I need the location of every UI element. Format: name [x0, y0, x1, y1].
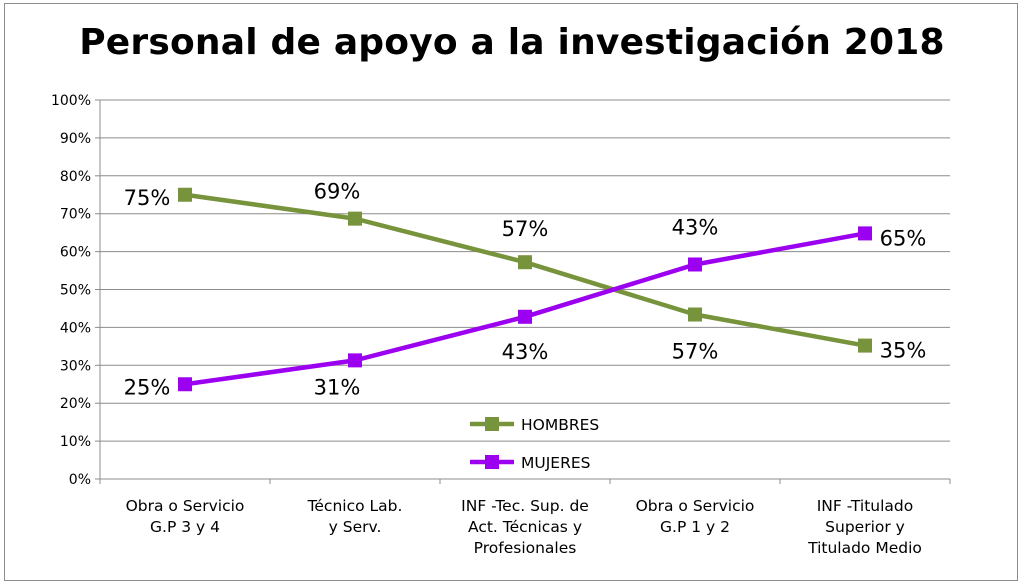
legend: HOMBRES MUJERES: [470, 416, 599, 472]
legend-label: HOMBRES: [521, 416, 599, 434]
data-point-mujeres: [518, 309, 532, 324]
x-tick-label: INF -Titulado Superior y Titulado Medio: [807, 497, 922, 557]
data-label-mujeres: 65%: [880, 226, 927, 250]
x-tick-label-line: Obra o Servicio: [636, 497, 755, 515]
data-point-mujeres: [858, 226, 872, 241]
x-tick-label-line: y Serv.: [329, 518, 382, 536]
data-point-mujeres: [348, 353, 362, 368]
x-tick-label-line: Obra o Servicio: [126, 497, 245, 515]
y-tick-label: 50%: [60, 283, 91, 299]
x-tick-label-line: Profesionales: [474, 539, 577, 557]
data-point-mujeres: [178, 377, 192, 392]
y-tick-label: 40%: [60, 320, 91, 336]
x-tick-label-line: INF -Titulado: [817, 497, 914, 515]
x-tick-label-line: INF -Tec. Sup. de: [461, 497, 589, 515]
y-tick-label: 20%: [60, 396, 91, 412]
y-tick-label: 100%: [51, 93, 91, 109]
data-point-hombres: [178, 187, 192, 202]
x-tick-label: Obra o Servicio G.P 1 y 2: [636, 497, 755, 536]
series-lines: [178, 187, 872, 392]
data-label-mujeres: 43%: [672, 215, 719, 239]
data-label-mujeres: 31%: [314, 375, 361, 399]
data-point-hombres: [858, 338, 872, 353]
y-tick-label: 90%: [60, 131, 91, 147]
x-tick-label-line: Técnico Lab.: [307, 497, 403, 515]
x-tick-label-line: G.P 1 y 2: [660, 518, 730, 536]
y-tick-label: 30%: [60, 358, 91, 374]
data-point-hombres: [348, 211, 362, 226]
grid-lines: [100, 99, 950, 480]
chart-frame: [4, 3, 1018, 581]
data-label-hombres: 57%: [502, 217, 549, 241]
y-tick-label: 0%: [69, 472, 91, 488]
data-point-mujeres: [688, 257, 702, 272]
data-label-mujeres: 43%: [502, 340, 549, 364]
legend-label: MUJERES: [521, 454, 591, 472]
x-tick-label-line: Act. Técnicas y: [468, 518, 582, 536]
data-point-hombres: [688, 307, 702, 322]
data-point-hombres: [518, 255, 532, 270]
x-tick-label: Obra o Servicio G.P 3 y 4: [126, 497, 245, 536]
data-label-mujeres: 25%: [124, 375, 171, 399]
x-tick-label: INF -Tec. Sup. de Act. Técnicas y Profesio…: [461, 497, 589, 557]
x-tick-label-line: Titulado Medio: [807, 539, 922, 557]
x-tick-label-line: Superior y: [825, 518, 905, 536]
legend-swatch-marker: [485, 417, 499, 431]
y-tick-label: 80%: [60, 169, 91, 185]
data-label-hombres: 75%: [124, 186, 171, 210]
chart-title: Personal de apoyo a la investigación 201…: [79, 22, 945, 63]
y-tick-label: 10%: [60, 434, 91, 450]
axes: 0% 10% 20% 30% 40% 50% 60% 70% 80% 90% 100% Obra o …: [51, 93, 951, 557]
y-tick-label: 70%: [60, 207, 91, 223]
y-tick-label: 60%: [60, 245, 91, 261]
data-labels: 75% 69% 57% 57% 35% 25% 31% 43% 43% 65%: [124, 180, 927, 400]
x-tick-label: Técnico Lab. y Serv.: [307, 497, 403, 536]
data-label-hombres: 69%: [314, 180, 361, 204]
data-label-hombres: 57%: [672, 340, 719, 364]
legend-swatch-marker: [485, 455, 499, 469]
x-tick-label-line: G.P 3 y 4: [150, 518, 220, 536]
data-label-hombres: 35%: [880, 339, 927, 363]
